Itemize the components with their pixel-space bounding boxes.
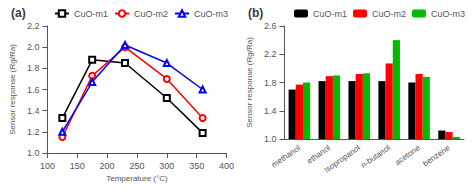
svg-text:ethanol: ethanol [305,143,332,166]
svg-text:methanol: methanol [270,143,302,169]
svg-text:200: 200 [100,161,115,171]
svg-text:acetone: acetone [393,143,422,167]
svg-text:Sensor response (Rg/Ra): Sensor response (Rg/Ra) [245,37,254,128]
svg-text:1.8: 1.8 [264,78,277,88]
svg-text:1.0: 1.0 [264,134,277,144]
svg-text:2.2: 2.2 [264,49,277,59]
svg-text:CuO-m2: CuO-m2 [372,9,406,19]
svg-text:300: 300 [159,161,174,171]
svg-text:(a): (a) [11,6,26,20]
svg-text:2.6: 2.6 [264,21,277,31]
svg-text:1.4: 1.4 [27,106,40,116]
svg-text:1.8: 1.8 [27,63,40,73]
svg-text:1.2: 1.2 [27,127,40,137]
svg-text:1.6: 1.6 [27,85,40,95]
svg-text:2.0: 2.0 [27,42,40,52]
svg-text:CuO-m1: CuO-m1 [74,9,108,19]
svg-text:benzene: benzene [421,143,452,168]
svg-text:Sensor response (Rg/Ra): Sensor response (Rg/Ra) [8,44,17,135]
svg-text:250: 250 [129,161,144,171]
svg-text:100: 100 [40,161,55,171]
svg-text:350: 350 [189,161,204,171]
svg-text:CuO-m2: CuO-m2 [134,9,168,19]
svg-text:(b): (b) [248,6,263,20]
svg-text:n-butanol: n-butanol [359,143,392,170]
svg-text:CuO-m3: CuO-m3 [194,9,228,19]
svg-text:Temperature (°C): Temperature (°C) [106,174,168,183]
svg-text:CuO-m3: CuO-m3 [431,9,465,19]
svg-text:CuO-m1: CuO-m1 [313,9,347,19]
svg-text:150: 150 [70,161,85,171]
svg-text:1.4: 1.4 [264,106,277,116]
svg-text:1.0: 1.0 [27,148,40,158]
svg-text:2.2: 2.2 [27,21,40,31]
svg-text:400: 400 [219,161,234,171]
svg-text:Isopropanol: Isopropanol [322,143,362,174]
